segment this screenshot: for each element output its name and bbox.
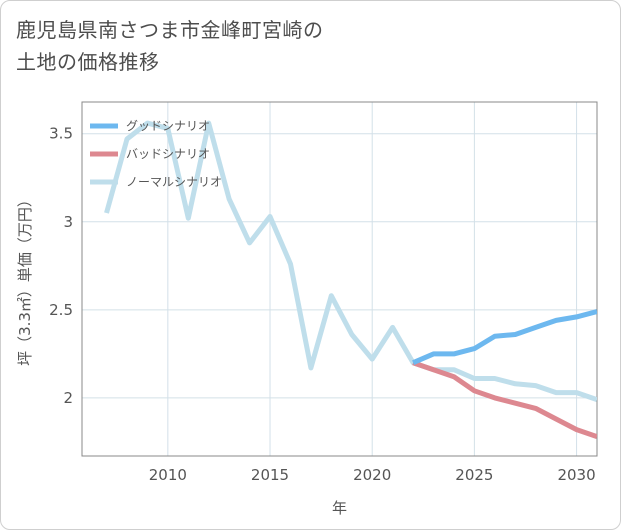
y-tick-label: 3.5	[49, 125, 73, 143]
x-tick-label: 2020	[353, 466, 391, 484]
chart-title: 鹿児島県南さつま市金峰町宮崎の 土地の価格推移	[16, 14, 324, 78]
chart-title-line-2: 土地の価格推移	[16, 50, 160, 74]
series-line-1	[412, 360, 597, 439]
y-tick-label: 2.5	[49, 301, 73, 319]
series-lines	[104, 120, 597, 439]
x-tick-label: 2015	[251, 466, 289, 484]
y-axis-label: 坪（3.3㎡）単価（万円）	[16, 192, 34, 366]
y-tick-label: 2	[63, 389, 73, 407]
legend-label-0: グッドシナリオ	[126, 119, 210, 133]
legend-label-2: ノーマルシナリオ	[126, 175, 222, 189]
legend-label-1: バッドシナリオ	[126, 147, 210, 161]
x-tick-label: 2025	[455, 466, 493, 484]
y-tick-label: 3	[63, 213, 73, 231]
series-line-0	[412, 309, 597, 365]
chart-title-line-1: 鹿児島県南さつま市金峰町宮崎の	[16, 18, 324, 42]
grid-lines	[82, 102, 597, 456]
plot-border	[81, 101, 598, 457]
x-axis-ticks: 2010 2015 2020 2025 2030	[149, 466, 596, 484]
x-axis-label: 年	[332, 499, 347, 517]
x-tick-label: 2010	[149, 466, 187, 484]
y-axis-ticks: 2 2.5 3 3.5	[49, 125, 73, 407]
x-tick-label: 2030	[557, 466, 595, 484]
series-line-2	[104, 120, 597, 402]
